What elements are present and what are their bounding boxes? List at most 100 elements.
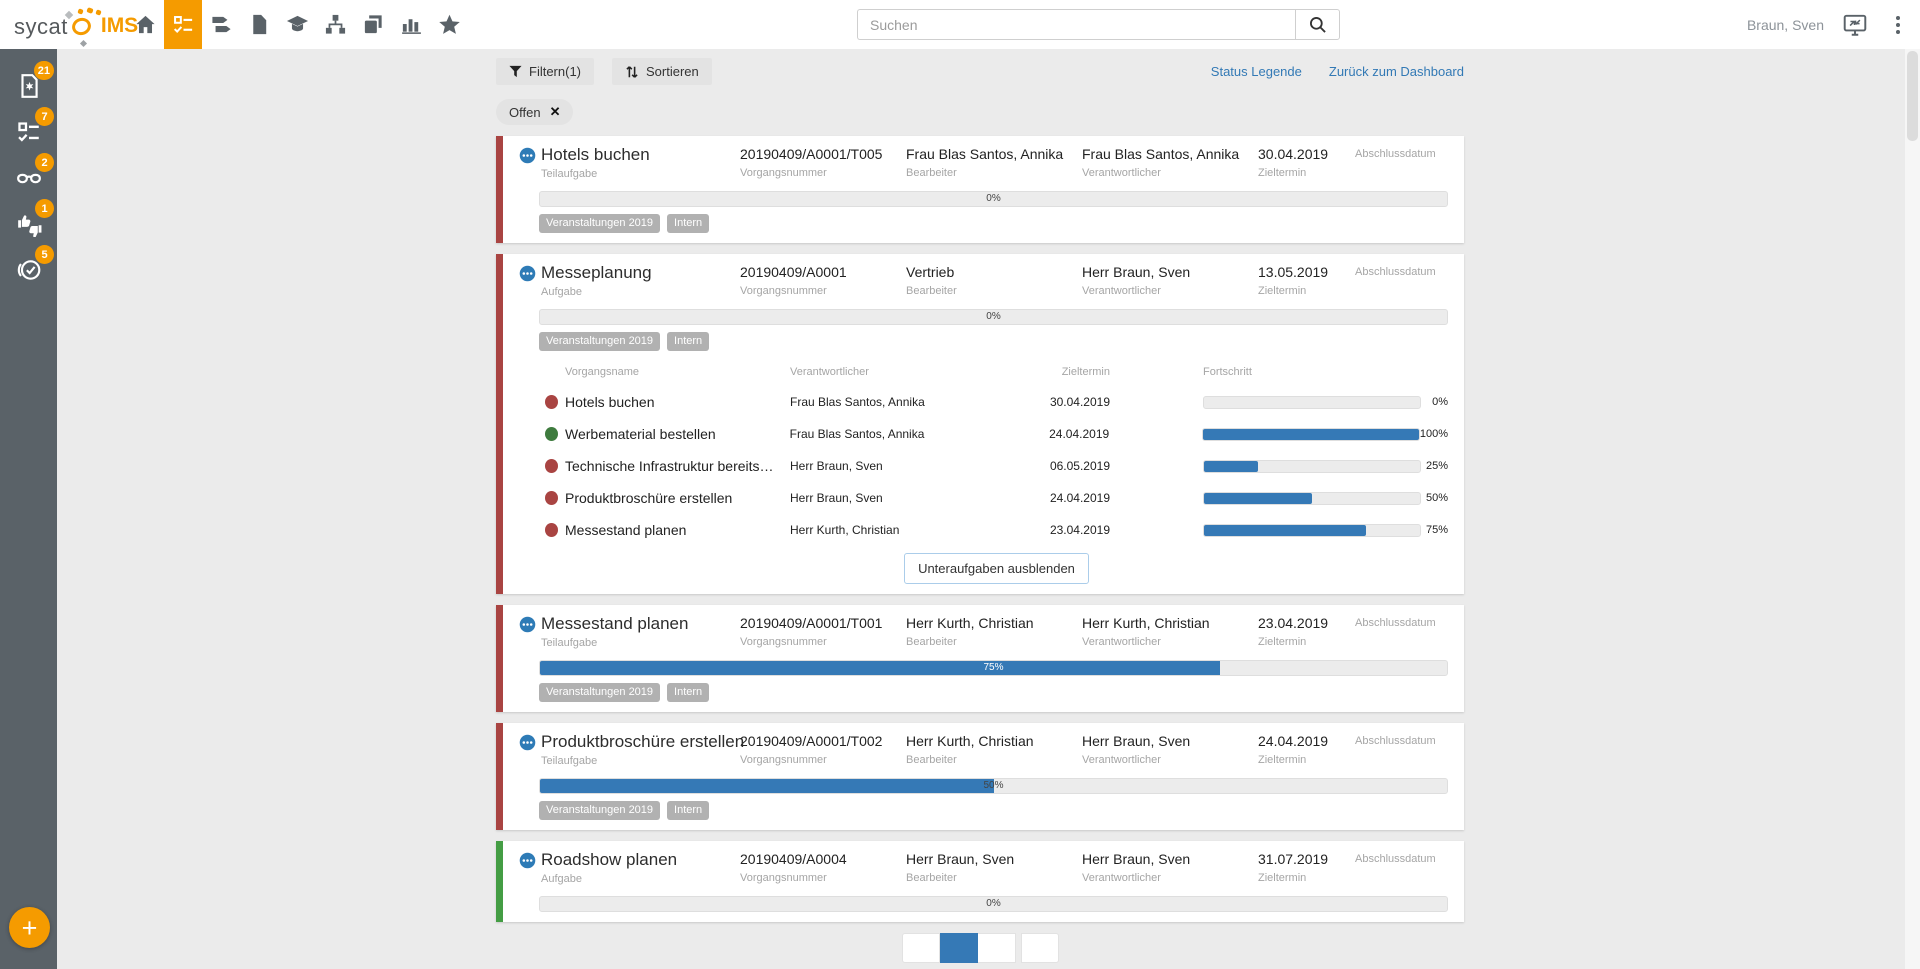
subtask-responsible: Herr Braun, Sven <box>790 459 883 473</box>
sidebar-item-audit-file[interactable]: 21 <box>0 61 57 109</box>
user-area: Braun, Sven <box>1747 0 1910 49</box>
tag: Veranstaltungen 2019 <box>539 214 661 233</box>
card-title-col: Messestand planen Teilaufgabe <box>519 614 740 652</box>
task-card[interactable]: Messestand planen Teilaufgabe 20190409/A00… <box>496 605 1464 712</box>
bar-chart-icon <box>401 19 421 34</box>
progress-label: 0% <box>986 898 1001 909</box>
card-completed-date: Abschlussdatum <box>1355 266 1436 278</box>
subtask-row[interactable]: Werbematerial bestellen Frau Blas Santos,… <box>545 421 1448 447</box>
status-green-dot-icon <box>545 427 558 441</box>
filter-chip-offen[interactable]: Offen ✕ <box>496 99 574 125</box>
nav-home[interactable] <box>126 0 164 49</box>
card-type-label: Teilaufgabe <box>541 168 598 180</box>
subtask-progress-label: 25% <box>1425 460 1448 472</box>
progress-label: 0% <box>986 193 1001 204</box>
card-title: Hotels buchen <box>541 145 650 164</box>
sort-button[interactable]: Sortieren <box>612 58 712 85</box>
card-due-date: 24.04.2019 Zieltermin <box>1258 733 1329 766</box>
nav-tasks-active[interactable] <box>164 0 202 49</box>
sidebar-item-approval[interactable]: 5 <box>0 245 57 293</box>
task-card[interactable]: Messeplanung Aufgabe 20190409/A0001 Vorgang… <box>496 254 1464 594</box>
scrollbar[interactable] <box>1905 49 1920 969</box>
sidebar-item-thumbs[interactable]: 1 <box>0 199 57 247</box>
subtask-due-date: 24.04.2019 <box>1049 427 1110 441</box>
card-completed-date: Abschlussdatum <box>1355 148 1436 160</box>
subtask-due-date: 24.04.2019 <box>1049 491 1110 505</box>
card-title-col: Produktbroschüre erstellen Teilaufgabe <box>519 732 745 770</box>
pagination-page[interactable] <box>901 933 940 963</box>
status-in-progress-icon[interactable] <box>519 265 536 282</box>
subtask-row[interactable]: Technische Infrastruktur bereits… Herr Br… <box>545 453 1448 479</box>
card-type-label: Teilaufgabe <box>541 755 598 767</box>
sidebar-item-glasses[interactable]: 2 <box>0 153 57 201</box>
task-card[interactable]: Produktbroschüre erstellen Teilaufgabe 201… <box>496 723 1464 830</box>
logo-o-icon <box>64 7 102 48</box>
subtask-row[interactable]: Messestand planen Herr Kurth, Christian 23… <box>545 517 1448 543</box>
workplace-switch-icon[interactable] <box>1842 12 1868 38</box>
status-red-dot-icon <box>545 395 558 409</box>
status-in-progress-icon[interactable] <box>519 734 536 751</box>
badge-count: 5 <box>35 245 54 264</box>
logo-text-ims: IMS <box>100 14 139 37</box>
nav-document[interactable] <box>240 0 278 49</box>
remove-filter-icon[interactable]: ✕ <box>549 104 561 119</box>
thumbs-icon <box>17 215 41 237</box>
subtask-name: Werbematerial bestellen <box>545 426 790 442</box>
badge-count: 7 <box>35 107 54 126</box>
card-number: 20190409/A0001/T002 Vorgangsnummer <box>740 733 883 766</box>
add-button[interactable]: + <box>9 907 50 948</box>
progress-bar: 50% <box>539 778 1448 794</box>
subtask-progress-bar <box>1203 395 1421 409</box>
status-in-progress-icon[interactable] <box>519 147 536 164</box>
tag: Intern <box>667 801 710 820</box>
card-due-date: 13.05.2019 Zieltermin <box>1258 264 1329 297</box>
tag: Veranstaltungen 2019 <box>539 801 661 820</box>
card-responsible: Herr Braun, Sven Verantwortlicher <box>1082 733 1191 766</box>
progress-bar: 0% <box>539 191 1448 207</box>
orgchart-icon <box>325 14 345 34</box>
home-icon <box>135 15 155 34</box>
nav-orgchart[interactable] <box>316 0 354 49</box>
sort-icon <box>626 65 638 78</box>
card-responsible: Herr Braun, Sven Verantwortlicher <box>1082 851 1191 884</box>
progress-label: 0% <box>986 311 1001 322</box>
nav-star[interactable] <box>430 0 468 49</box>
subtask-due-date: 23.04.2019 <box>1049 523 1110 537</box>
subtask-row[interactable]: Hotels buchen Frau Blas Santos, Annika 30.… <box>545 389 1448 415</box>
pagination-page[interactable] <box>1020 933 1059 963</box>
subtask-progress-bar <box>1203 523 1421 537</box>
sidebar-item-tasks[interactable]: 7 <box>0 107 57 155</box>
subtask-row[interactable]: Produktbroschüre erstellen Herr Braun, Sv… <box>545 485 1448 511</box>
main-content: Filtern(1) Sortieren Status Legende Zurü… <box>57 49 1920 969</box>
search-button[interactable] <box>1295 9 1340 40</box>
nav-tags[interactable] <box>202 0 240 49</box>
status-in-progress-icon[interactable] <box>519 852 536 869</box>
search-input[interactable] <box>857 9 1295 40</box>
user-name: Braun, Sven <box>1746 16 1824 33</box>
task-card[interactable]: Hotels buchen Teilaufgabe 20190409/A0001/T… <box>496 136 1464 243</box>
back-to-dashboard-link[interactable]: Zurück zum Dashboard <box>1328 64 1464 79</box>
task-card-list: Hotels buchen Teilaufgabe 20190409/A0001/T… <box>496 136 1464 922</box>
nav-education[interactable] <box>278 0 316 49</box>
card-editor: Vertrieb Bearbeiter <box>906 264 957 297</box>
filter-button[interactable]: Filtern(1) <box>496 58 595 85</box>
scrollbar-thumb[interactable] <box>1907 51 1918 141</box>
subtask-name: Hotels buchen <box>545 394 790 410</box>
nav-copies[interactable] <box>354 0 392 49</box>
card-title: Produktbroschüre erstellen <box>541 732 745 751</box>
status-in-progress-icon[interactable] <box>519 616 536 633</box>
card-title: Messeplanung <box>541 263 652 282</box>
subtask-due-date: 06.05.2019 <box>1049 459 1110 473</box>
status-legend-link[interactable]: Status Legende <box>1210 64 1302 79</box>
search-bar <box>857 9 1340 40</box>
task-card[interactable]: Roadshow planen Aufgabe 20190409/A0004 Vorg… <box>496 841 1464 922</box>
overflow-menu-icon[interactable] <box>1886 10 1910 40</box>
card-header: Messestand planen Teilaufgabe 20190409/A00… <box>519 614 1448 652</box>
card-type-label: Aufgabe <box>541 286 582 298</box>
nav-bar-chart[interactable] <box>392 0 430 49</box>
app-logo[interactable]: sycat IMS <box>14 6 139 48</box>
hide-subtasks-button[interactable]: Unteraufgaben ausblenden <box>904 553 1089 584</box>
pagination-page[interactable] <box>977 933 1016 963</box>
pagination-page-active[interactable] <box>939 933 978 963</box>
sidebar: 21 7 2 1 5 <box>0 49 57 969</box>
